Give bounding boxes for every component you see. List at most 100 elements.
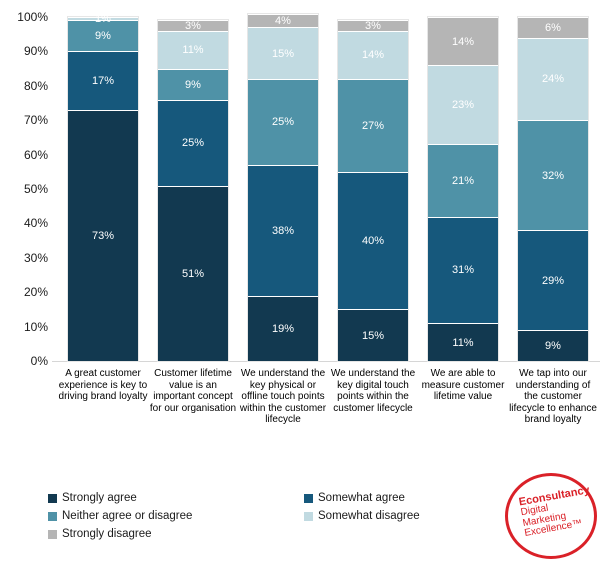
y-axis-tick-label: 80%: [23, 78, 48, 93]
segment-value-label: 31%: [451, 264, 475, 277]
category-label: We are able to measure customer lifetime…: [421, 368, 505, 402]
bar-slot: 15% 40% 27% 14% 3%: [328, 17, 418, 362]
bar-segment: 9%: [518, 330, 588, 361]
econsultancy-logo: Econsultancy Digital Marketing Excellenc…: [505, 473, 597, 559]
bar-segment: 51%: [158, 185, 228, 361]
bar-segment: 23%: [428, 65, 498, 145]
bar-segment: 11%: [158, 30, 228, 69]
bar-segment: 9%: [158, 68, 228, 100]
segment-value-label: 23%: [451, 99, 475, 112]
bar-segment: 29%: [518, 230, 588, 331]
bar-segment: 27%: [338, 78, 408, 172]
bar-segment: 11%: [428, 323, 498, 361]
legend-item: Somewhat disagree: [304, 507, 420, 525]
segment-value-label: 9%: [95, 30, 111, 43]
bar-segment: 73%: [68, 109, 138, 361]
y-axis-tick-label: 60%: [23, 147, 48, 162]
y-axis-tick-label: 100%: [17, 10, 48, 24]
category-label: We understand the key digital touch poin…: [330, 368, 416, 414]
bar-slot: 19% 38% 25% 15% 4%: [238, 12, 328, 363]
bar-slot: 51% 25% 9% 11% 3%: [148, 17, 238, 362]
y-axis-tick-label: 0%: [30, 354, 48, 368]
segment-value-label: 4%: [275, 14, 291, 27]
bar-segment: 21%: [428, 144, 498, 217]
x-axis-baseline: [52, 361, 600, 362]
legend-column-left: Strongly agree Neither agree or disagree S…: [48, 489, 192, 543]
bar-segment: 24%: [518, 37, 588, 121]
segment-value-label: 15%: [271, 47, 295, 60]
legend-item: Strongly disagree: [48, 525, 192, 543]
y-axis-tick-label: 70%: [23, 113, 48, 128]
segment-value-label: 15%: [361, 329, 385, 342]
bar-segment: 38%: [248, 164, 318, 296]
segment-value-label: 3%: [185, 20, 201, 33]
bar-segment: 15%: [338, 309, 408, 361]
plot-area: 73% 17% 9% 1% 51% 25% 9% 11% 3% 19% 38% 25% 15% 4% 15%…: [58, 12, 598, 363]
y-axis-tick-label: 30%: [23, 250, 48, 265]
bar-segment: 3%: [158, 20, 228, 33]
category-label: A great customer experience is key to dr…: [58, 368, 148, 402]
segment-value-label: 21%: [451, 174, 475, 187]
y-axis-tick-label: 20%: [23, 285, 48, 300]
bar-segment: 19%: [248, 295, 318, 361]
x-axis-category-labels: A great customer experience is key to dr…: [58, 368, 598, 478]
stacked-bar: 19% 38% 25% 15% 4%: [247, 12, 319, 363]
legend-swatch-icon: [304, 511, 313, 521]
legend-swatch-icon: [304, 493, 313, 503]
legend-item: Neither agree or disagree: [48, 507, 192, 525]
bar-slot: 9% 29% 32% 24% 6%: [508, 16, 598, 362]
legend-item: Somewhat agree: [304, 489, 420, 507]
bar-segment: 15%: [248, 27, 318, 79]
stacked-bar: 9% 29% 32% 24% 6%: [517, 16, 589, 362]
category-label: We tap into our understanding of the cus…: [509, 368, 597, 425]
segment-value-label: 17%: [91, 75, 115, 88]
y-axis-tick-label: 10%: [23, 319, 48, 334]
segment-value-label: 27%: [361, 119, 385, 132]
segment-value-label: 73%: [91, 229, 115, 242]
segment-value-label: 14%: [451, 35, 475, 48]
segment-value-label: 25%: [181, 137, 205, 150]
stacked-bar: 11% 31% 21% 23% 14%: [427, 16, 499, 362]
bar-segment: 17%: [68, 51, 138, 110]
stacked-bar: 15% 40% 27% 14% 3%: [337, 19, 409, 362]
bar-segment: 25%: [248, 78, 318, 165]
bar-slot: 73% 17% 9% 1%: [58, 13, 148, 362]
segment-value-label: 6%: [545, 21, 561, 34]
bar-segment: 3%: [338, 20, 408, 32]
legend-swatch-icon: [48, 529, 57, 539]
bar-segment: 4%: [248, 13, 318, 28]
bar-segment: 32%: [518, 120, 588, 231]
bar-slot: 11% 31% 21% 23% 14%: [418, 16, 508, 362]
bar-segment: 9%: [68, 20, 138, 52]
bar-segment: 25%: [158, 99, 228, 186]
bar-segment: 6%: [518, 17, 588, 38]
legend-label: Neither agree or disagree: [62, 510, 193, 522]
category-label: Customer lifetime value is an important …: [149, 368, 237, 414]
segment-value-label: 29%: [541, 274, 565, 287]
y-axis-tick-label: 50%: [23, 182, 48, 196]
segment-value-label: 24%: [541, 73, 565, 86]
category-label: We understand the key physical or offlin…: [239, 368, 327, 425]
legend-swatch-icon: [48, 511, 57, 521]
segment-value-label: 11%: [182, 44, 204, 57]
bar-segment: 31%: [428, 216, 498, 324]
legend-column-right: Somewhat agree Somewhat disagree: [304, 489, 420, 525]
segment-value-label: 11%: [452, 336, 474, 349]
segment-value-label: 51%: [181, 267, 205, 280]
legend-label: Strongly disagree: [62, 528, 152, 540]
bar-segment: 14%: [338, 30, 408, 79]
legend-label: Somewhat agree: [318, 492, 405, 504]
bar-segment: 14%: [428, 17, 498, 66]
logo-text: Econsultancy Digital Marketing Excellenc…: [504, 469, 599, 542]
y-axis-tick-label: 90%: [23, 44, 48, 59]
legend-swatch-icon: [48, 493, 57, 503]
bar-segment: 40%: [338, 171, 408, 310]
segment-value-label: 9%: [185, 78, 201, 91]
segment-value-label: 32%: [541, 169, 565, 182]
segment-value-label: 25%: [271, 116, 295, 129]
stacked-bar: 73% 17% 9% 1%: [67, 13, 139, 362]
segment-value-label: 14%: [361, 49, 385, 62]
stacked-bar: 51% 25% 9% 11% 3%: [157, 19, 229, 362]
segment-value-label: 38%: [271, 224, 295, 237]
y-axis-tick-label: 40%: [23, 216, 48, 231]
